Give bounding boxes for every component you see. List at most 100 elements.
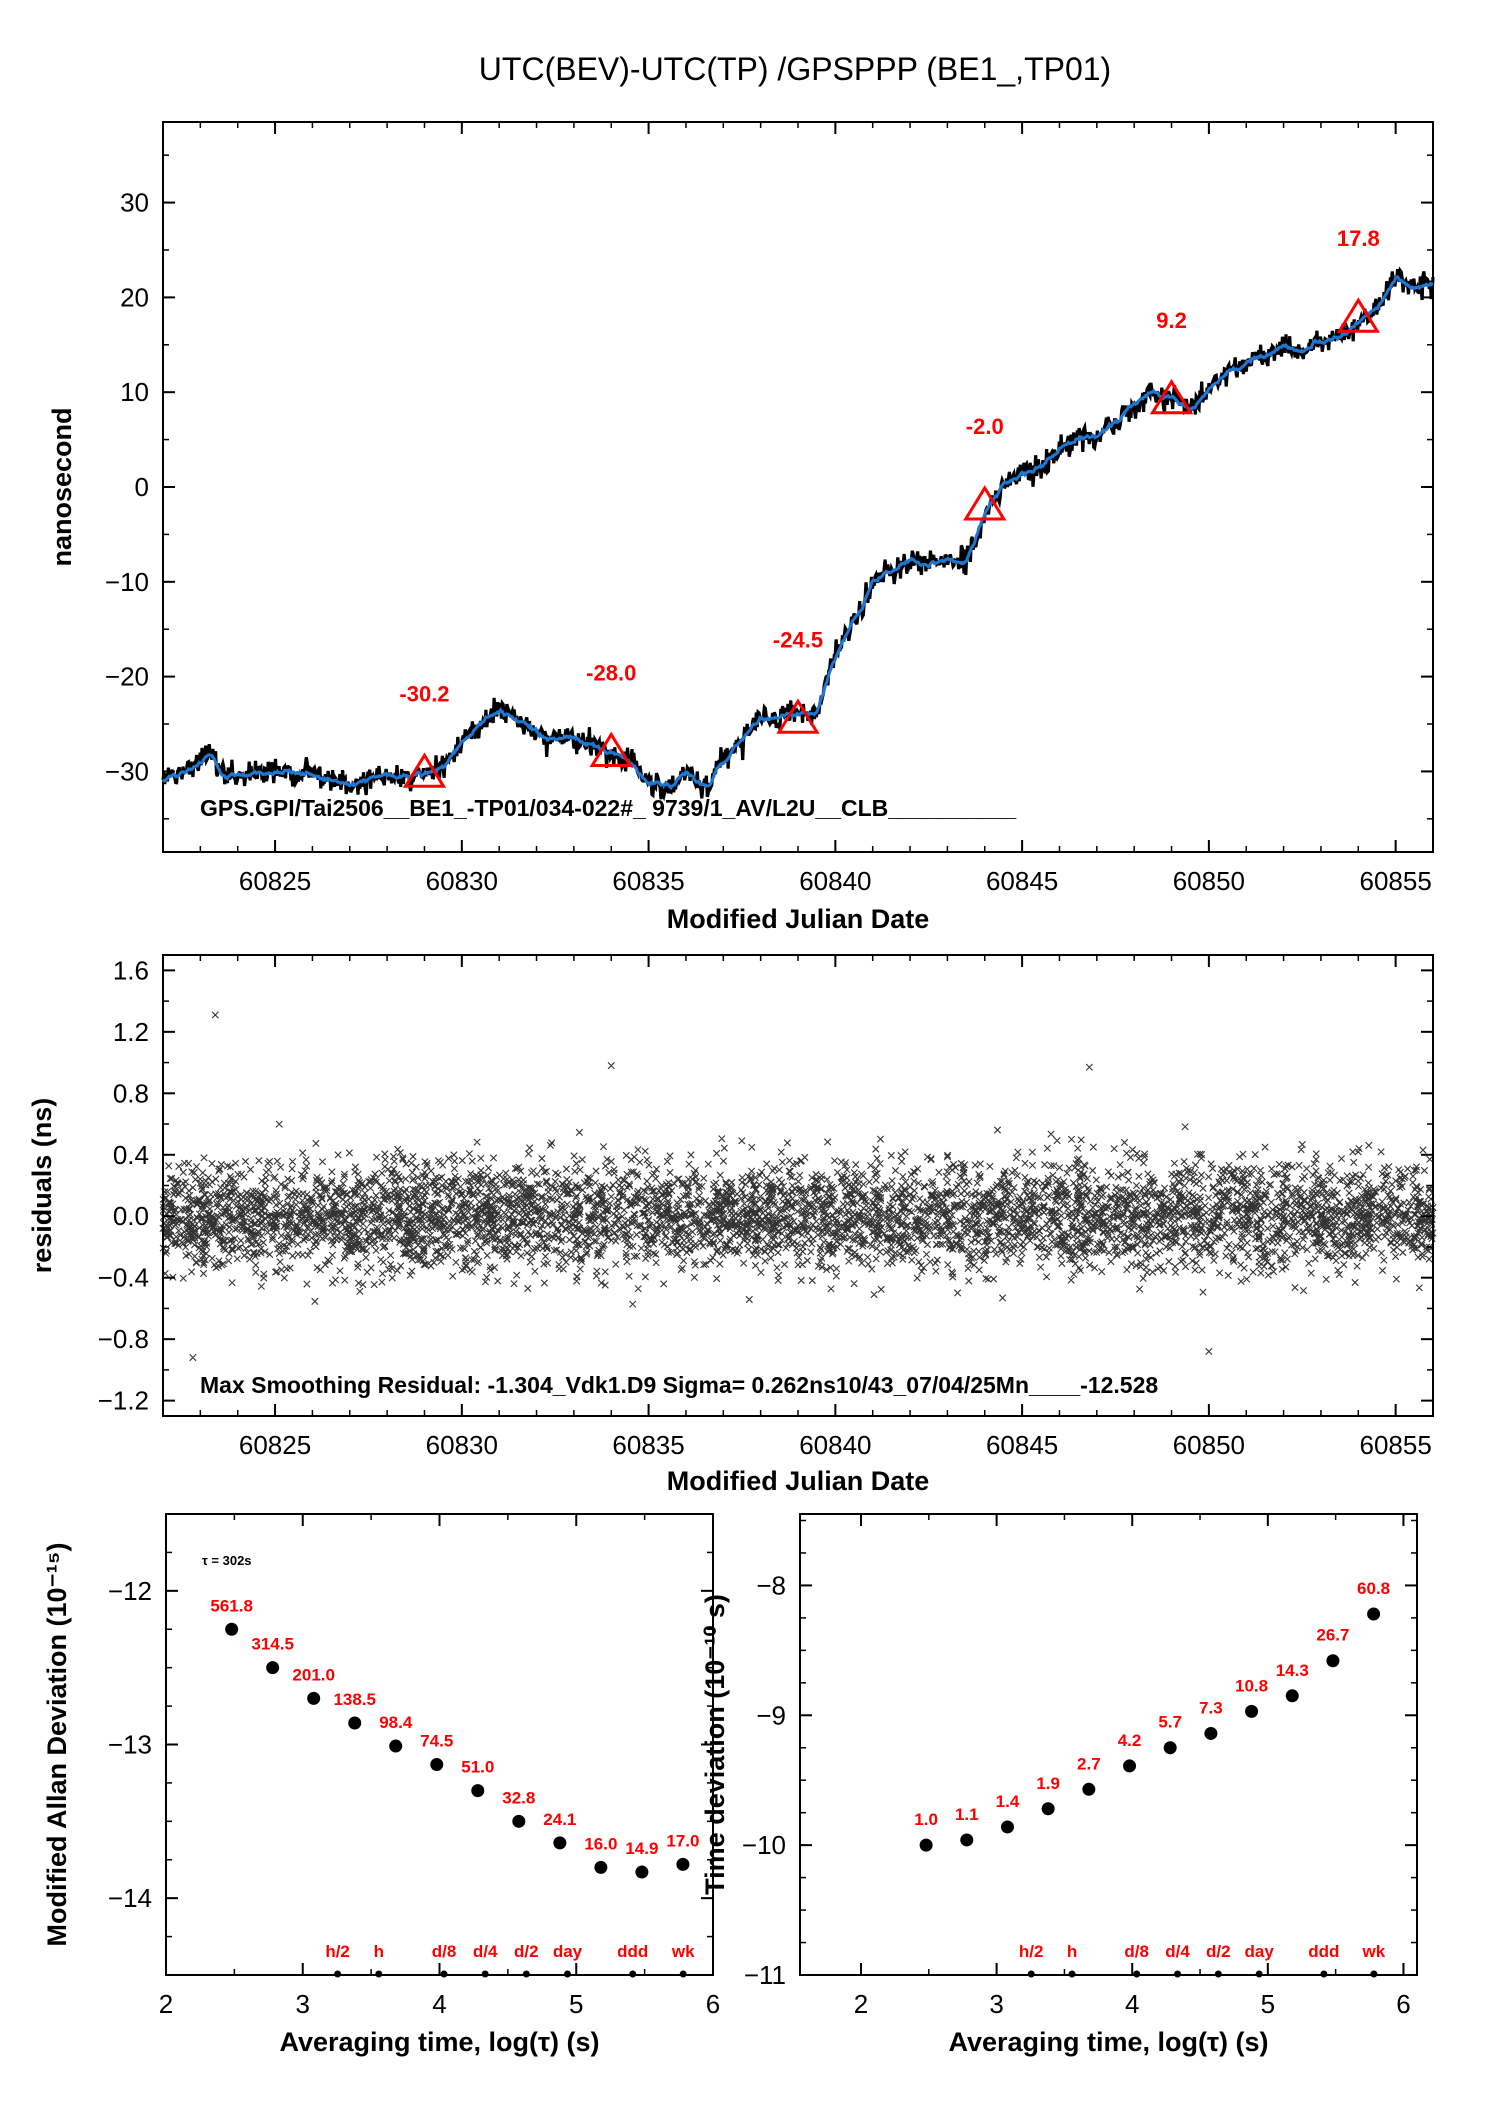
x-tick-label: 4 — [1125, 1989, 1139, 2019]
stability-point — [1041, 1802, 1055, 1816]
time-mark-dot — [679, 1970, 687, 1978]
time-mark-label: h — [1067, 1942, 1077, 1961]
stability-point — [960, 1833, 974, 1847]
stability-point-label: 1.0 — [914, 1810, 938, 1829]
stability-point-label: 1.4 — [996, 1792, 1020, 1811]
x-axis-label: Modified Julian Date — [667, 1466, 930, 1496]
tdev-panel: 2 3 4 5 6 −11 −10 −9 −8 Averaging time, log(τ) (s… — [700, 1513, 1418, 2057]
residual-note: Max Smoothing Residual: -1.304_Vdk1.D9 S… — [200, 1372, 1158, 1398]
triangle-marker — [776, 698, 820, 734]
stability-point — [594, 1860, 608, 1874]
y-tick-label: 1.6 — [113, 955, 149, 985]
time-mark-label: wk — [1362, 1942, 1386, 1961]
y-tick-label: −0.8 — [98, 1324, 149, 1354]
y-tick-label: 10 — [120, 377, 149, 407]
time-mark-dot — [629, 1970, 637, 1978]
y-tick-label: −9 — [756, 1700, 786, 1730]
time-mark-dot — [440, 1970, 448, 1978]
stability-point-label: 32.8 — [502, 1788, 535, 1807]
time-mark-dot — [481, 1970, 489, 1978]
stability-point — [471, 1784, 485, 1798]
x-tick-label: 3 — [989, 1989, 1003, 2019]
stability-point-label: 5.7 — [1158, 1713, 1182, 1732]
x-tick-label: 60835 — [612, 1430, 684, 1460]
marker-label: 17.8 — [1337, 226, 1380, 251]
time-mark-label: ddd — [1308, 1942, 1339, 1961]
x-tick-label: 6 — [1396, 1989, 1410, 2019]
stability-point — [553, 1836, 567, 1850]
tau-annotation: τ = 302s — [202, 1553, 252, 1568]
y-tick-label: 0.8 — [113, 1078, 149, 1108]
y-tick-label: −30 — [105, 756, 149, 786]
time-mark-label: ddd — [617, 1942, 648, 1961]
y-axis-label: residuals (ns) — [27, 1098, 57, 1274]
stability-point — [389, 1739, 403, 1753]
x-tick-label: 2 — [159, 1989, 173, 2019]
mdev-panel: 2 3 4 5 6 −14 −13 −12 Averaging time, log(τ) (s)… — [42, 1513, 720, 2057]
y-tick-label: −10 — [105, 567, 149, 597]
stability-point-label: 14.3 — [1276, 1661, 1309, 1680]
time-mark-label: d/4 — [473, 1942, 498, 1961]
time-mark-dot — [1255, 1970, 1263, 1978]
x-axis-label: Modified Julian Date — [667, 904, 930, 934]
time-mark-dot — [1370, 1970, 1378, 1978]
stability-point-label: 17.0 — [666, 1831, 699, 1850]
stability-point — [1367, 1607, 1381, 1621]
y-tick-label: −0.4 — [98, 1263, 149, 1293]
time-mark-dot — [1320, 1970, 1328, 1978]
time-mark-dot — [1174, 1970, 1182, 1978]
y-tick-label: −8 — [756, 1570, 786, 1600]
residuals-panel: 60825 60830 60835 60840 60845 60850 60855 −1.2 −… — [27, 954, 1437, 1496]
time-mark-label: h/2 — [325, 1942, 350, 1961]
time-mark-label: h — [374, 1942, 384, 1961]
x-tick-label: 60830 — [426, 1430, 498, 1460]
x-tick-label: 60825 — [239, 1430, 311, 1460]
stability-point-label: 561.8 — [210, 1596, 253, 1615]
time-mark-dot — [1133, 1970, 1141, 1978]
x-tick-label: 4 — [432, 1989, 446, 2019]
y-tick-label: −11 — [744, 1960, 786, 1990]
marker-label: 9.2 — [1156, 308, 1187, 333]
x-tick-label: 60835 — [612, 866, 684, 896]
x-tick-label: 60825 — [239, 866, 311, 896]
stability-point — [307, 1691, 321, 1705]
time-mark-dot — [334, 1970, 342, 1978]
y-tick-label: 0 — [135, 472, 149, 502]
x-tick-label: 60850 — [1173, 866, 1245, 896]
stability-point-label: 138.5 — [333, 1690, 376, 1709]
stability-point — [1204, 1726, 1218, 1740]
time-mark-dot — [522, 1970, 530, 1978]
time-mark-label: d/8 — [1124, 1942, 1149, 1961]
processing-note: GPS.GPI/Tai2506__BE1_-TP01/034-022#_ 973… — [200, 795, 1016, 821]
stability-point — [225, 1622, 239, 1636]
stability-point-label: 14.9 — [625, 1839, 658, 1858]
y-axis-label: nanosecond — [47, 407, 77, 566]
time-mark-dot — [1027, 1970, 1035, 1978]
y-tick-label: 1.2 — [113, 1017, 149, 1047]
y-tick-label: −1.2 — [98, 1386, 149, 1416]
stability-point-label: 98.4 — [379, 1713, 413, 1732]
stability-point-label: 10.8 — [1235, 1676, 1268, 1695]
x-tick-label: 60845 — [986, 1430, 1058, 1460]
residual-points — [159, 1011, 1437, 1362]
stability-point — [348, 1716, 362, 1730]
plot-frame — [799, 1513, 1418, 1976]
triangle-marker — [1149, 378, 1194, 415]
stability-point-label: 60.8 — [1357, 1579, 1390, 1598]
stability-point — [512, 1814, 526, 1828]
marker-label: -24.5 — [773, 627, 823, 652]
y-axis-label: Modified Allan Deviation (10⁻¹⁵) — [42, 1543, 72, 1947]
triangle-marker — [963, 485, 1007, 521]
stability-point — [266, 1661, 280, 1675]
x-tick-label: 60845 — [986, 866, 1058, 896]
time-mark-dot — [1214, 1970, 1222, 1978]
stability-point-label: 7.3 — [1199, 1698, 1223, 1717]
x-tick-label: 6 — [706, 1989, 720, 2019]
stability-point-label: 24.1 — [543, 1810, 576, 1829]
y-tick-label: −14 — [108, 1883, 152, 1913]
x-axis-label: Averaging time, log(τ) (s) — [948, 2027, 1268, 2057]
time-mark-label: d/2 — [1206, 1942, 1231, 1961]
y-tick-label: 0.0 — [113, 1201, 149, 1231]
triangle-marker — [1336, 297, 1380, 333]
